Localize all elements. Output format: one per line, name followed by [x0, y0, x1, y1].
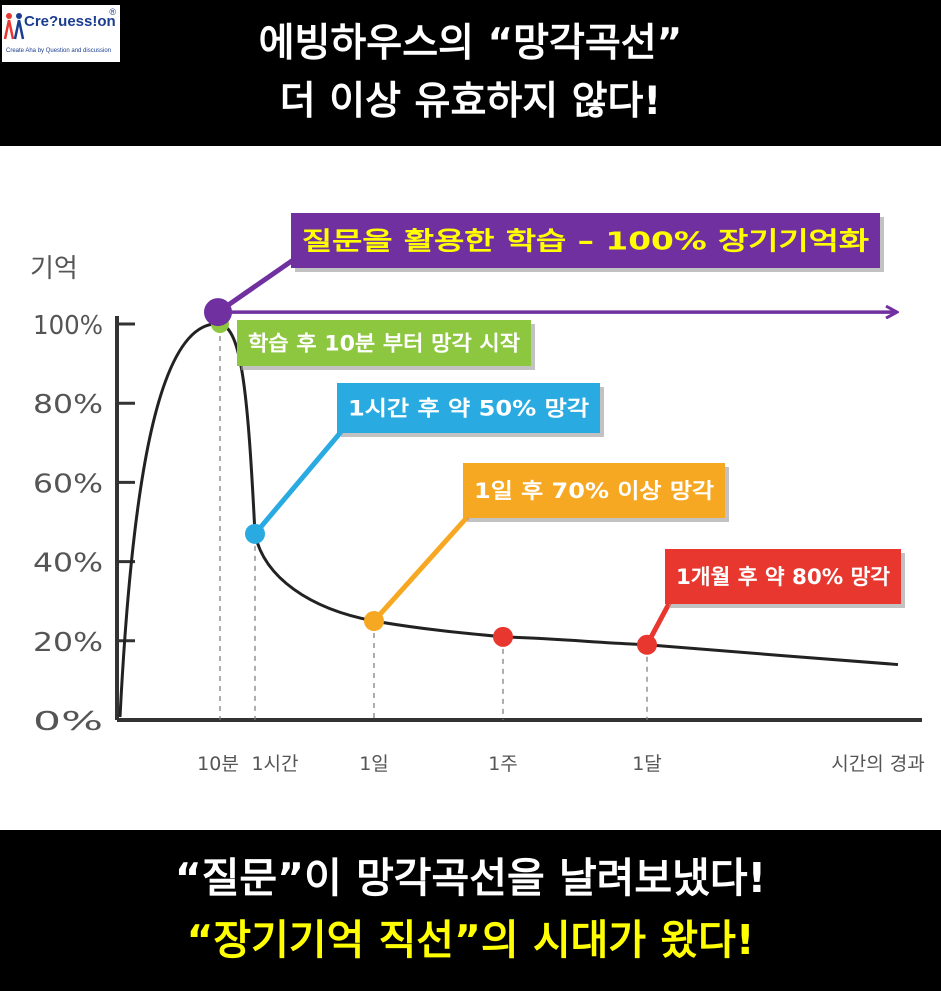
callout-box: [665, 549, 901, 604]
x-tick-label: 1일: [359, 753, 389, 775]
callout-box: [237, 320, 531, 366]
curve-data-point: [493, 626, 513, 647]
y-tick-label: 60%: [33, 469, 103, 499]
footer-line1: “질문”이 망각곡선을 날려보냈다!: [174, 854, 767, 902]
y-tick-label: 100%: [33, 311, 103, 341]
y-tick-label: 40%: [33, 549, 103, 579]
logo-tagline: Create Aha by Question and discussion: [6, 48, 112, 54]
footer-line2: “장기기억 직선”의 시대가 왔다!: [186, 916, 755, 964]
forgetting-curve-chart: 100% 80% 60% 40% 20% 0% 기억 10분 1시간 1일 1주 1달 시간의 경과 질문…: [30, 213, 925, 775]
callout-connector-line: [216, 255, 298, 315]
header-title-line2: 더 이상 유효하지 않다!: [279, 79, 662, 124]
logo-registered-mark: ®: [109, 7, 116, 17]
header-band: Cre?uess!on ® Create Aha by Question and…: [0, 0, 941, 146]
y-tick-label: 20%: [33, 628, 103, 658]
callout-box: [337, 383, 600, 433]
x-tick-label: 1달: [632, 753, 662, 775]
header-title-line1: 에빙하우스의 “망각곡선”: [258, 21, 683, 66]
footer-band: “질문”이 망각곡선을 날려보냈다! “장기기억 직선”의 시대가 왔다!: [0, 830, 941, 991]
y-tick-label: 80%: [33, 390, 103, 420]
y-axis-label: 기억: [30, 254, 78, 284]
callout-text: 1개월 후 약 80% 망각: [676, 565, 890, 589]
callout-connector-line: [253, 424, 348, 536]
callout-text: 1일 후 70% 이상 망각: [474, 479, 714, 503]
y-tick-label: 0%: [33, 707, 103, 737]
callout-text: 학습 후 10분 부터 망각 시작: [248, 332, 520, 356]
callout-box: [291, 213, 880, 268]
callout-connector-line: [372, 512, 472, 623]
x-tick-label: 10분: [197, 753, 239, 775]
callout-box: [463, 463, 725, 518]
people-icon: [3, 13, 25, 40]
creauestion-logo: Cre?uess!on ® Create Aha by Question and…: [2, 5, 120, 62]
x-tick-label: 1주: [488, 753, 518, 775]
callout-text: 1시간 후 약 50% 망각: [348, 397, 589, 421]
callout-text: 질문을 활용한 학습 – 100% 장기기억화: [302, 227, 869, 256]
x-tick-label: 1시간: [251, 753, 298, 775]
callout-connector-line: [644, 596, 675, 646]
x-axis-label: 시간의 경과: [831, 753, 924, 775]
logo-name: Cre?uess!on: [24, 13, 116, 30]
